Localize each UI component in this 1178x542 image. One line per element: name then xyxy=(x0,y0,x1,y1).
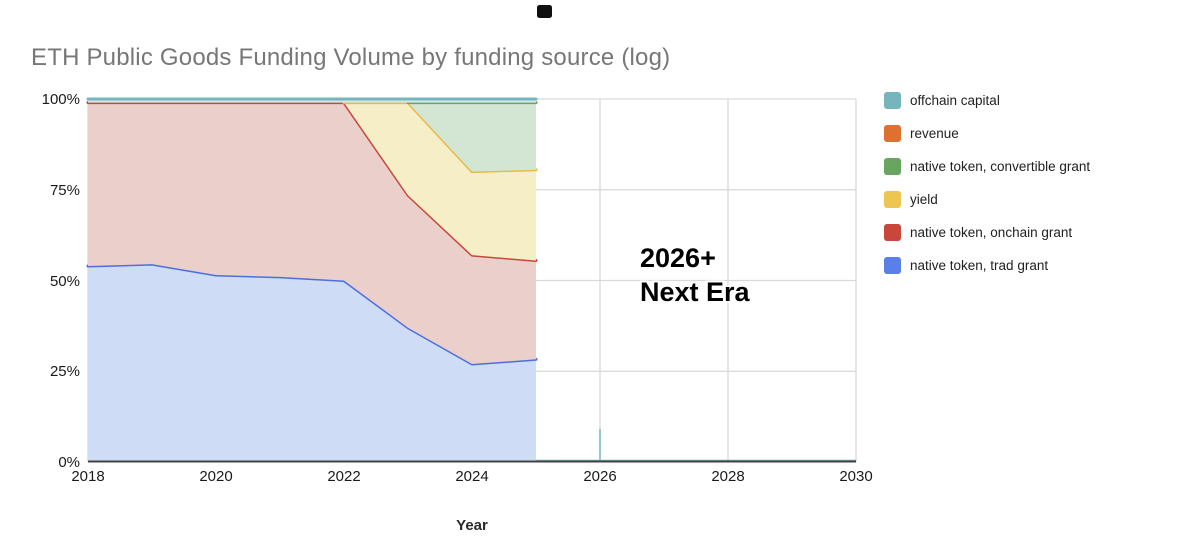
y-tick-label: 100% xyxy=(41,91,80,108)
legend-item: native token, onchain grant xyxy=(884,224,1090,241)
legend-swatch-icon xyxy=(884,92,901,109)
legend-swatch-icon xyxy=(884,158,901,175)
x-tick-label: 2022 xyxy=(327,468,361,485)
x-tick-label: 2024 xyxy=(455,468,489,485)
y-tick-label: 75% xyxy=(49,181,80,199)
annotation-line-2: Next Era xyxy=(640,277,750,307)
legend-label: revenue xyxy=(910,126,959,141)
x-tick-label: 2020 xyxy=(199,468,233,485)
area-native-token-trad-grant xyxy=(88,264,536,462)
area-native-token-onchain-grant xyxy=(88,102,536,364)
x-tick-label: 2030 xyxy=(839,468,873,485)
legend-label: native token, trad grant xyxy=(910,258,1049,273)
legend-swatch-icon xyxy=(884,224,901,241)
legend-label: offchain capital xyxy=(910,93,1000,108)
legend-item: native token, trad grant xyxy=(884,257,1090,274)
y-tick-label: 25% xyxy=(49,363,80,381)
y-tick-label: 0% xyxy=(58,454,80,471)
legend: offchain capital revenue native token, con… xyxy=(884,92,1090,290)
legend-label: native token, convertible grant xyxy=(910,159,1091,174)
legend-item: offchain capital xyxy=(884,92,1090,109)
annotation-line-1: 2026+ xyxy=(640,243,716,273)
x-tick-label: 2028 xyxy=(711,468,745,485)
x-axis-title: Year xyxy=(456,517,488,530)
future-era-annotation: 2026+ Next Era xyxy=(640,241,750,309)
chart-plot-area xyxy=(86,97,857,463)
x-tick-label: 2026 xyxy=(583,468,617,485)
legend-swatch-icon xyxy=(884,125,901,142)
black-square-marker xyxy=(537,5,552,18)
legend-item: yield xyxy=(884,191,1090,208)
legend-swatch-icon xyxy=(884,257,901,274)
legend-item: native token, convertible grant xyxy=(884,158,1090,175)
x-tick-label: 2018 xyxy=(71,468,105,485)
x-axis-title-clipped: Year xyxy=(432,517,512,530)
y-tick-label: 50% xyxy=(49,272,80,290)
area-yield xyxy=(88,102,536,261)
chart-title: ETH Public Goods Funding Volume by fundi… xyxy=(31,44,671,71)
legend-label: yield xyxy=(910,192,938,207)
area-native-token-convertible-grant xyxy=(88,102,536,172)
legend-label: native token, onchain grant xyxy=(910,225,1073,240)
legend-item: revenue xyxy=(884,125,1090,142)
legend-swatch-icon xyxy=(884,191,901,208)
